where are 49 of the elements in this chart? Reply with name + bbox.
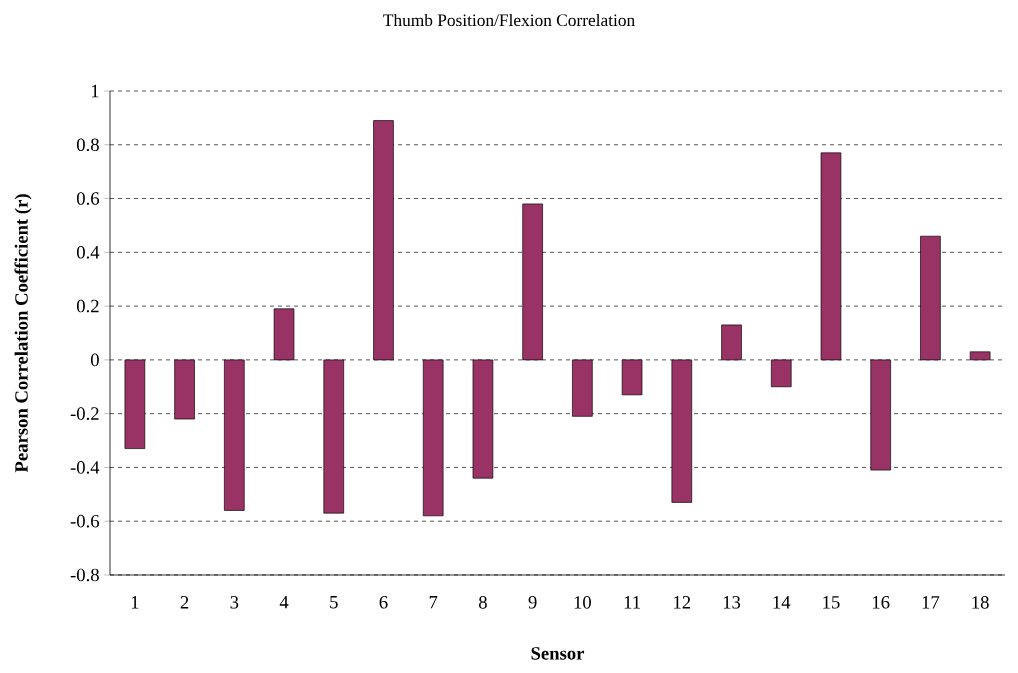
bar	[920, 235, 941, 361]
y-axis-title: Pearson Correlation Coefficient (r)	[14, 194, 32, 473]
y-tick-label: 0	[90, 353, 99, 367]
bar	[621, 359, 643, 396]
x-tick-label: 5	[330, 596, 338, 609]
x-tick-label: 16	[872, 596, 890, 609]
x-tick-label: 18	[972, 596, 989, 609]
x-tick-label: 8	[478, 596, 487, 609]
bar	[422, 359, 444, 517]
y-tick-label: 0.4	[76, 245, 100, 259]
bar	[224, 359, 245, 511]
y-tick-label: 0.6	[76, 192, 100, 205]
bar	[373, 120, 394, 361]
x-tick-label: 2	[180, 596, 189, 609]
x-tick-label: 1	[131, 596, 139, 609]
x-tick-label: 12	[674, 596, 691, 609]
bar	[820, 152, 842, 361]
bar	[870, 359, 891, 471]
y-tick-label: -0.8	[70, 568, 99, 582]
bar	[721, 324, 742, 361]
y-tick-label: -0.2	[70, 407, 99, 420]
bar	[472, 359, 494, 479]
x-tick-label: 15	[823, 596, 840, 609]
bar	[323, 359, 345, 514]
bar	[770, 359, 792, 388]
bar	[671, 359, 693, 503]
bar	[969, 351, 991, 361]
y-tick-label: -0.6	[70, 514, 100, 528]
y-tick-label: 0.2	[76, 299, 99, 313]
bar	[174, 359, 195, 420]
bar	[124, 359, 146, 449]
x-tick-label: 11	[624, 596, 640, 609]
x-tick-label: 14	[773, 596, 791, 609]
y-tick-label: -0.4	[70, 461, 100, 474]
bar	[572, 359, 593, 417]
x-tick-label: 4	[279, 596, 289, 609]
bar	[522, 203, 543, 361]
chart-title: Thumb Position/Flexion Correlation	[383, 13, 635, 27]
y-tick-label: 0.8	[76, 138, 99, 152]
x-axis-title: Sensor	[531, 647, 585, 660]
x-tick-label: 9	[528, 596, 537, 609]
x-tick-label: 3	[230, 596, 239, 609]
x-tick-label: 6	[379, 596, 388, 609]
x-tick-label: 17	[922, 596, 940, 609]
y-tick-label: 1	[91, 84, 99, 98]
bar	[273, 308, 295, 361]
x-tick-label: 13	[723, 596, 741, 609]
x-tick-label: 7	[429, 596, 438, 609]
x-tick-label: 10	[574, 596, 591, 609]
